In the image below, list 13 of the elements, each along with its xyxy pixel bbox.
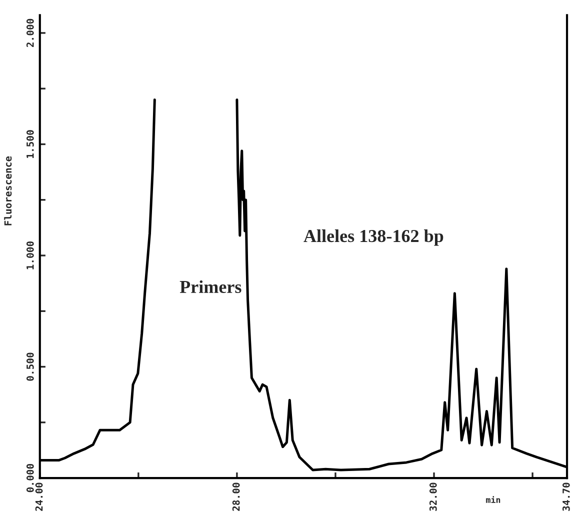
x-tick-label: 24.00 — [35, 482, 43, 511]
y-tick-label: 0.000 — [26, 464, 34, 492]
y-axis-title: Fluorescence — [4, 156, 12, 226]
y-tick-label: 0.500 — [26, 352, 34, 381]
y-tick-label: 1.000 — [26, 241, 34, 270]
x-tick-label: 34.70 — [562, 482, 570, 511]
x-tick-label: 28.00 — [232, 482, 240, 511]
x-tick-label: 32.00 — [429, 482, 437, 511]
annotation: Primers — [180, 280, 242, 294]
annotation: Alleles 138-162 bp — [304, 229, 444, 246]
x-axis-title: min — [486, 496, 500, 503]
y-tick-label: 2.000 — [26, 18, 34, 48]
y-tick-label: 1.500 — [26, 130, 34, 158]
